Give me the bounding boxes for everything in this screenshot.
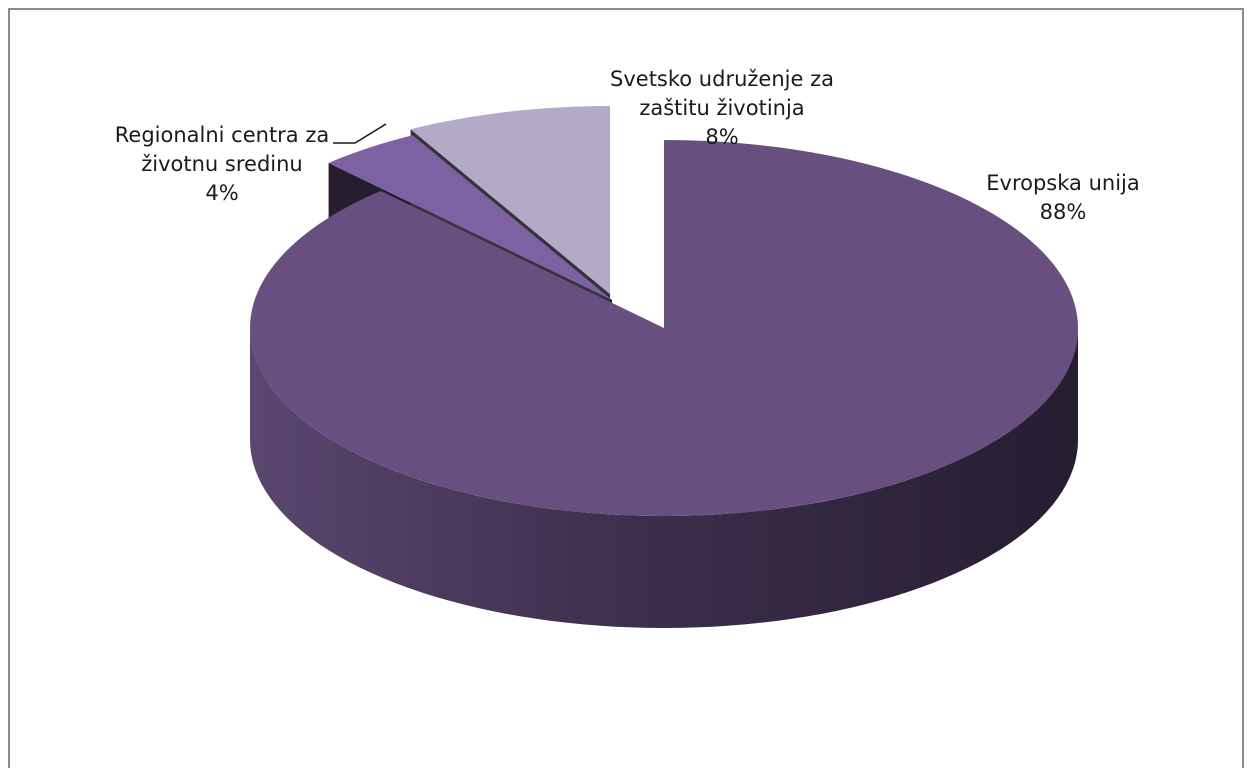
pie-labels: Evropska unija 88% Regionalni centra za živ… bbox=[115, 67, 1140, 224]
slice-svetsko-udruzenje-za-zastitu-zivotinja bbox=[410, 106, 610, 294]
slice-category-label: Svetsko udruženje za bbox=[610, 67, 834, 91]
data-label-regionalni-centra-za-zivotnu-sredinu: Regionalni centra za životnu sredinu 4% bbox=[115, 123, 330, 205]
slice-category-label: Regionalni centra za bbox=[115, 123, 330, 147]
slice-category-label: Evropska unija bbox=[986, 171, 1139, 195]
data-label-svetsko-udruzenje-za-zastitu-zivotinja: Svetsko udruženje za zaštitu životinja 8% bbox=[610, 67, 834, 149]
slice-value-label: 4% bbox=[205, 181, 238, 205]
slice-value-label: 8% bbox=[705, 125, 738, 149]
slice-side-evropska-unija bbox=[250, 328, 1078, 628]
slice-category-label: zaštitu životinja bbox=[639, 96, 804, 120]
slice-value-label: 88% bbox=[1040, 200, 1087, 224]
slice-category-label: životnu sredinu bbox=[141, 152, 302, 176]
slice-evropska-unija bbox=[250, 140, 1078, 516]
slice-regionalni-centra-za-zivotnu-sredinu bbox=[328, 135, 612, 300]
data-label-evropska-unija: Evropska unija 88% bbox=[986, 171, 1139, 224]
leader-line bbox=[333, 123, 387, 144]
slice-wall-outer bbox=[250, 328, 1078, 628]
pie-tops bbox=[250, 106, 1078, 516]
